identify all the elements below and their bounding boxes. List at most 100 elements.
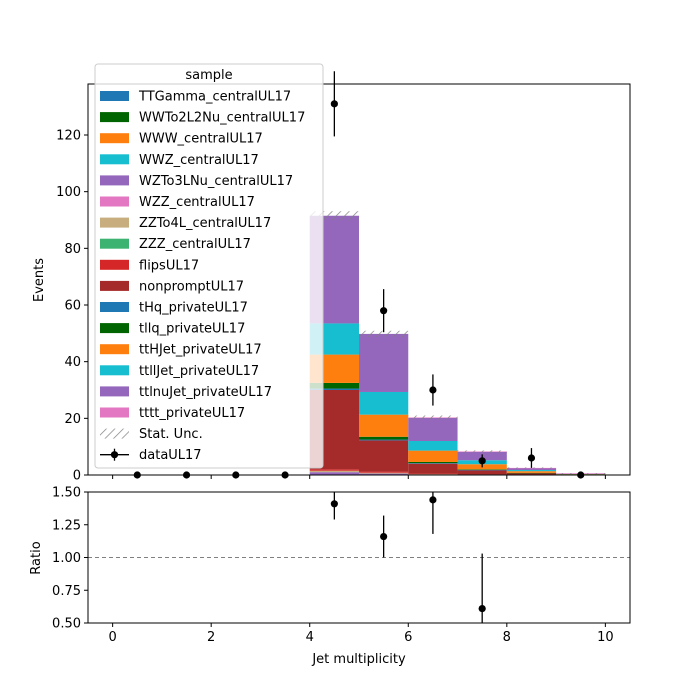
top-ytick-label-20: 20 bbox=[64, 412, 81, 427]
legend-label-nonpromptUL17: nonpromptUL17 bbox=[139, 279, 244, 294]
bar-tHq_privateUL17-bin-5 bbox=[359, 439, 409, 441]
bar-nonpromptUL17-bin-8 bbox=[506, 473, 557, 475]
top-y-axis-label: Events bbox=[32, 258, 47, 302]
stat-unc-bin-5 bbox=[359, 330, 409, 338]
bar-tllq_privateUL17-bin-7 bbox=[457, 469, 507, 470]
legend-swatch-WZTo3LNu_centralUL17 bbox=[100, 175, 129, 186]
ratio-xtick-label-2: 2 bbox=[207, 630, 215, 645]
bar-nonpromptUL17-bin-7 bbox=[457, 470, 507, 475]
stat-unc-bin-7 bbox=[457, 450, 507, 453]
legend-label-WZZ_centralUL17: WZZ_centralUL17 bbox=[139, 195, 255, 210]
top-x-axis-ticks bbox=[112, 475, 606, 479]
legend-swatch-tllq_privateUL17 bbox=[100, 323, 129, 334]
legend-title: sample bbox=[185, 68, 232, 83]
stat-unc-bin-4 bbox=[309, 211, 359, 221]
bar-tHq_privateUL17-bin-4 bbox=[309, 388, 359, 390]
x-axis-label: Jet multiplicity bbox=[311, 652, 406, 667]
ratio-ytick-label-1.5: 1.50 bbox=[52, 486, 81, 501]
stat-unc-bin-6 bbox=[408, 415, 458, 420]
legend-swatch-WZZ_centralUL17 bbox=[100, 196, 129, 207]
legend-items: TTGamma_centralUL17 WWTo2L2Nu_centralUL17… bbox=[100, 90, 305, 463]
ratio-y-axis-ticks: 0.50 0.75 1.00 1.25 1.50 bbox=[52, 486, 88, 632]
top-ytick-label-0: 0 bbox=[73, 469, 81, 484]
bar-ZZTo4L_centralUL17-bin-6 bbox=[408, 474, 458, 475]
ratio-ytick-label-1: 1.00 bbox=[52, 551, 81, 566]
ratio-ytick-label-0.5: 0.50 bbox=[52, 617, 81, 632]
legend-label-ttHJet_privateUL17: ttHJet_privateUL17 bbox=[139, 343, 262, 358]
ratio-xtick-label-8: 8 bbox=[503, 630, 511, 645]
bar-ttllJet_privateUL17-bin-8 bbox=[506, 470, 557, 472]
bar-ttHJet_privateUL17-bin-5 bbox=[359, 414, 409, 437]
bar-ttllJet_privateUL17-bin-6 bbox=[408, 441, 458, 451]
bar-ZZTo4L_centralUL17-bin-5 bbox=[359, 472, 409, 474]
legend-swatch-stat-unc bbox=[100, 428, 129, 439]
legend-swatch-TTGamma_centralUL17 bbox=[100, 91, 129, 101]
stat-unc-bin-8 bbox=[506, 467, 557, 469]
bar-ttlnuJet_privateUL17-bin-6 bbox=[408, 417, 458, 441]
top-ytick-label-80: 80 bbox=[64, 242, 81, 257]
bar-tHq_privateUL17-bin-6 bbox=[408, 463, 458, 464]
legend-label-tllq_privateUL17: tllq_privateUL17 bbox=[139, 322, 245, 337]
bar-nonpromptUL17-bin-6 bbox=[408, 463, 458, 474]
ratio-point-5.5 bbox=[380, 532, 388, 541]
legend-label-flipsUL17: flipsUL17 bbox=[139, 258, 199, 273]
legend-swatch-nonpromptUL17 bbox=[100, 280, 129, 291]
ratio-xtick-label-6: 6 bbox=[404, 630, 412, 645]
legend-label-ZZTo4L_centralUL17: ZZTo4L_centralUL17 bbox=[139, 216, 271, 231]
top-ytick-label-60: 60 bbox=[64, 299, 81, 314]
bar-ttHJet_privateUL17-bin-6 bbox=[408, 450, 458, 462]
bar-tllq_privateUL17-bin-4 bbox=[309, 382, 359, 389]
stacked-bars bbox=[309, 215, 606, 476]
legend-label-ttlnuJet_privateUL17: ttlnuJet_privateUL17 bbox=[139, 385, 272, 400]
ratio-x-axis-ticks: 0 2 4 6 8 10 bbox=[108, 623, 614, 645]
data-points bbox=[133, 71, 585, 479]
legend-swatch-ttlnuJet_privateUL17 bbox=[100, 386, 129, 397]
bar-tllq_privateUL17-bin-5 bbox=[359, 436, 409, 440]
legend-label-WWTo2L2Nu_centralUL17: WWTo2L2Nu_centralUL17 bbox=[139, 111, 305, 126]
legend-data-marker bbox=[110, 451, 119, 459]
bar-tllq_privateUL17-bin-8 bbox=[506, 472, 557, 474]
bar-ttlnuJet_privateUL17-bin-8 bbox=[506, 468, 557, 471]
bar-WZTo3LNu_centralUL17-bin-4 bbox=[309, 472, 359, 475]
legend-label-dataUL17: dataUL17 bbox=[139, 448, 202, 463]
ratio-ytick-label-1.25: 1.25 bbox=[52, 518, 81, 533]
bar-WZTo3LNu_centralUL17-bin-5 bbox=[359, 473, 409, 475]
legend-label-WZTo3LNu_centralUL17: WZTo3LNu_centralUL17 bbox=[139, 174, 293, 189]
bar-ZZTo4L_centralUL17-bin-4 bbox=[309, 470, 359, 473]
data-point-4.5 bbox=[330, 100, 338, 108]
top-plot-frame bbox=[87, 83, 631, 476]
data-point-7.5 bbox=[478, 457, 486, 465]
ratio-panel: 0.50 0.75 1.00 1.25 1.50 0 2 4 6 8 10 Ratio Jet m… bbox=[29, 486, 631, 667]
legend-label-TTGamma_centralUL17: TTGamma_centralUL17 bbox=[138, 90, 291, 105]
legend-swatch-ttllJet_privateUL17 bbox=[100, 365, 129, 376]
bar-flipsUL17-bin-6 bbox=[408, 473, 458, 475]
legend: sample TTGamma_centralUL17 WWTo2L2Nu_cent… bbox=[94, 63, 324, 469]
legend-label-WWW_centralUL17: WWW_centralUL17 bbox=[139, 132, 263, 147]
ratio-points bbox=[330, 492, 486, 623]
legend-label-ttllJet_privateUL17: ttllJet_privateUL17 bbox=[139, 364, 259, 379]
legend-label-WWZ_centralUL17: WWZ_centralUL17 bbox=[139, 153, 259, 168]
ratio-xtick-label-4: 4 bbox=[306, 630, 314, 645]
legend-swatch-WWTo2L2Nu_centralUL17 bbox=[100, 112, 129, 123]
legend-swatch-ZZZ_centralUL17 bbox=[100, 238, 129, 249]
bar-tllq_privateUL17-bin-6 bbox=[408, 461, 458, 464]
top-ytick-label-100: 100 bbox=[56, 185, 81, 200]
legend-swatch-tttt_privateUL17 bbox=[100, 407, 129, 418]
ratio-plot-frame bbox=[87, 491, 631, 624]
top-ytick-label-120: 120 bbox=[56, 129, 81, 144]
ratio-point-4.5 bbox=[330, 500, 338, 508]
ratio-xtick-label-0: 0 bbox=[108, 630, 116, 645]
ratio-point-6.5 bbox=[429, 496, 437, 504]
legend-swatch-WWZ_centralUL17 bbox=[100, 154, 129, 165]
bar-ttlnuJet_privateUL17-bin-5 bbox=[359, 333, 409, 392]
bar-flipsUL17-bin-5 bbox=[359, 471, 409, 473]
top-y-axis-ticks: 0 20 40 60 80 100 120 bbox=[56, 129, 88, 484]
legend-swatch-flipsUL17 bbox=[100, 259, 129, 270]
legend-label-ZZZ_centralUL17: ZZZ_centralUL17 bbox=[139, 237, 251, 252]
legend-swatch-tHq_privateUL17 bbox=[100, 302, 129, 312]
legend-swatch-WWW_centralUL17 bbox=[100, 133, 129, 144]
legend-label-Stat. Unc.: Stat. Unc. bbox=[139, 427, 203, 442]
legend-swatch-ZZTo4L_centralUL17 bbox=[100, 217, 129, 228]
ratio-y-axis-label: Ratio bbox=[29, 541, 44, 574]
